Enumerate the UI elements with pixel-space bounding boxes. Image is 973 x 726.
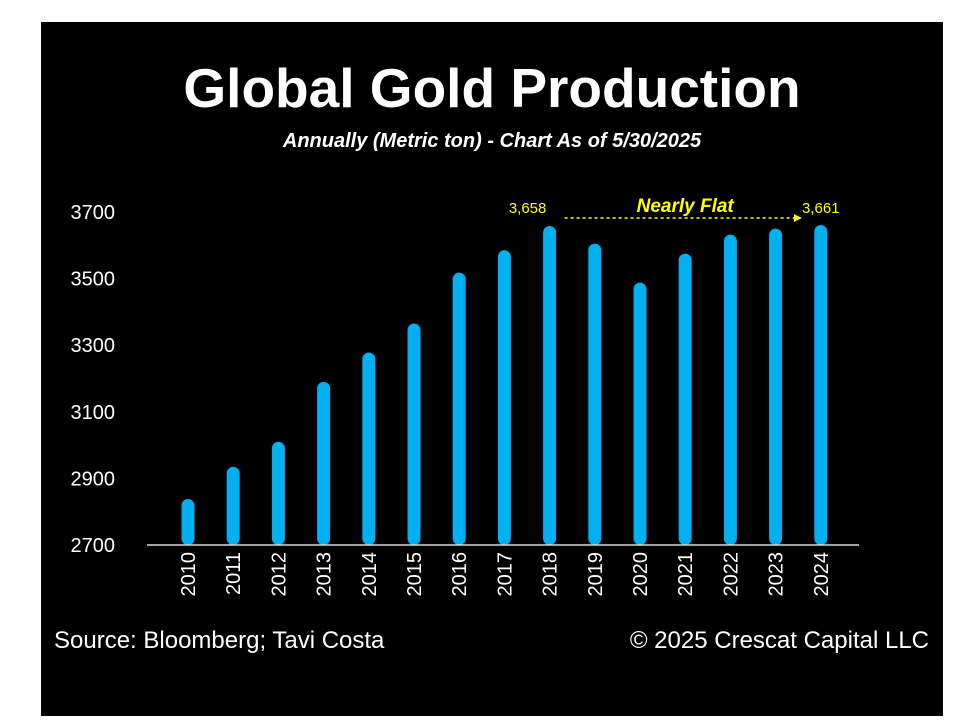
y-axis: 2700 2900 3100 3300 3500 3700 (71, 202, 116, 557)
y-tick-label: 2700 (71, 535, 116, 557)
bar-2023 (769, 228, 783, 545)
y-tick-label: 3300 (71, 335, 116, 357)
x-tick-label: 2024 (811, 552, 833, 597)
annotation-start-value: 3,658 (509, 200, 547, 217)
bar-2022 (723, 234, 737, 546)
x-axis: 2010 2011 2012 2013 2014 2015 2016 2017 2018 2019… (147, 544, 859, 597)
y-tick-label: 3500 (71, 269, 116, 291)
bar-2015 (407, 323, 421, 545)
x-tick-label: 2011 (223, 552, 245, 595)
x-tick-label: 2012 (268, 552, 290, 597)
x-tick-label: 2017 (494, 552, 516, 597)
x-tick-label: 2016 (449, 552, 471, 597)
x-tick-label: 2019 (585, 552, 607, 597)
x-tick-label: 2021 (675, 552, 697, 597)
chart-subtitle: Annually (Metric ton) - Chart As of 5/30… (282, 130, 702, 152)
annotation-end-value: 3,661 (802, 200, 840, 217)
bar-2019 (588, 243, 602, 545)
chart-frame: Global Gold Production Annually (Metric … (41, 22, 943, 716)
x-tick-label: 2015 (404, 552, 426, 597)
bar-2010 (181, 499, 195, 545)
bar-2013 (317, 381, 331, 545)
x-tick-label: 2010 (178, 552, 200, 597)
bar-2014 (362, 352, 376, 545)
bar-2011 (226, 466, 240, 545)
flat-annotation: Nearly Flat 3,658 3,661 (509, 196, 840, 222)
x-tick-label: 2022 (720, 552, 742, 597)
bar-2021 (678, 253, 692, 545)
bar-2017 (497, 250, 511, 546)
chart-title: Global Gold Production (183, 57, 801, 119)
annotation-label: Nearly Flat (637, 196, 735, 217)
source-note: Source: Bloomberg; Tavi Costa (54, 627, 385, 654)
x-tick-label: 2023 (766, 552, 788, 597)
bar-2024 (814, 224, 828, 545)
x-tick-label: 2013 (314, 552, 336, 597)
y-tick-label: 3700 (71, 202, 116, 224)
bar-2012 (271, 441, 285, 545)
y-tick-label: 3100 (71, 402, 116, 424)
x-tick-label: 2018 (540, 552, 562, 597)
bar-2020 (633, 282, 647, 545)
x-tick-label: 2020 (630, 552, 652, 597)
bar-2016 (452, 272, 466, 545)
x-tick-label: 2014 (359, 552, 381, 597)
bar-series (181, 224, 828, 546)
copyright-note: © 2025 Crescat Capital LLC (629, 627, 929, 654)
bar-2018 (543, 225, 557, 545)
y-tick-label: 2900 (71, 468, 116, 490)
